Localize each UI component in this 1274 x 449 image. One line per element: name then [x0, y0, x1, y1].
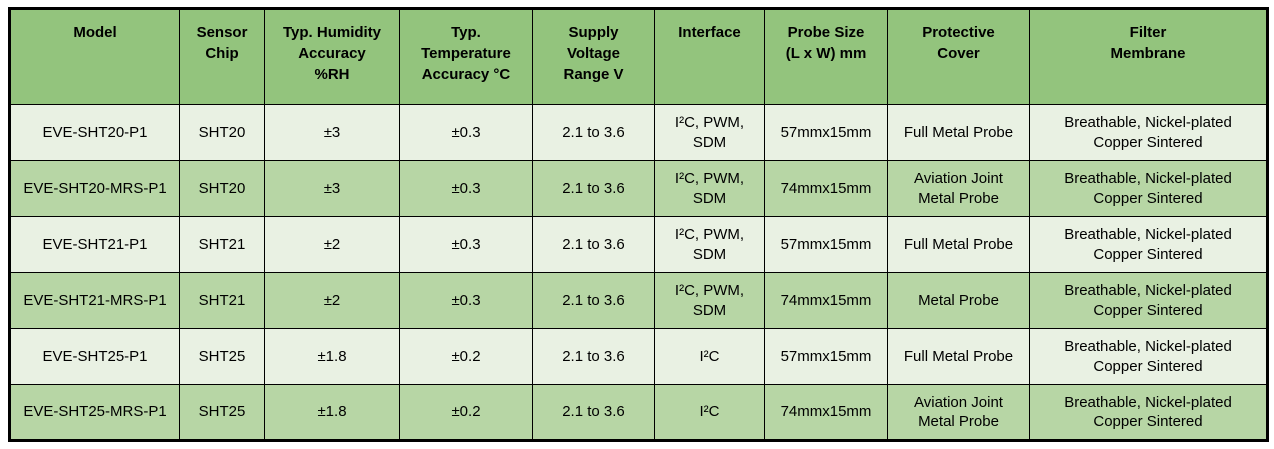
cell-interface: I²C	[654, 384, 765, 441]
cell-supply-voltage: 2.1 to 3.6	[532, 384, 655, 441]
cell-model: EVE-SHT21-P1	[9, 216, 180, 273]
cell-sensor-chip: SHT20	[179, 160, 265, 217]
cell-temperature-accuracy: ±0.3	[399, 272, 533, 329]
cell-model: EVE-SHT25-P1	[9, 328, 180, 385]
cell-filter-membrane: Breathable, Nickel-plated Copper Sintere…	[1029, 272, 1268, 329]
cell-temperature-accuracy: ±0.3	[399, 104, 533, 161]
cell-supply-voltage: 2.1 to 3.6	[532, 272, 655, 329]
table-row: EVE-SHT25-MRS-P1 SHT25 ±1.8 ±0.2 2.1 to …	[9, 384, 1268, 441]
cell-supply-voltage: 2.1 to 3.6	[532, 104, 655, 161]
header-interface: Interface	[654, 8, 765, 105]
cell-temperature-accuracy: ±0.3	[399, 160, 533, 217]
cell-model: EVE-SHT20-MRS-P1	[9, 160, 180, 217]
cell-protective-cover: Aviation Joint Metal Probe	[887, 384, 1030, 441]
header-protective-cover: Protective Cover	[887, 8, 1030, 105]
cell-sensor-chip: SHT25	[179, 384, 265, 441]
sensor-spec-table: Model Sensor Chip Typ. Humidity Accuracy…	[8, 7, 1269, 442]
cell-interface: I²C, PWM, SDM	[654, 104, 765, 161]
header-temperature-accuracy: Typ. Temperature Accuracy °C	[399, 8, 533, 105]
cell-probe-size: 74mmx15mm	[764, 160, 888, 217]
table-row: EVE-SHT21-MRS-P1 SHT21 ±2 ±0.3 2.1 to 3.…	[9, 272, 1268, 329]
header-humidity-accuracy: Typ. Humidity Accuracy %RH	[264, 8, 400, 105]
cell-sensor-chip: SHT21	[179, 216, 265, 273]
header-sensor-chip: Sensor Chip	[179, 8, 265, 105]
cell-protective-cover: Full Metal Probe	[887, 104, 1030, 161]
cell-filter-membrane: Breathable, Nickel-plated Copper Sintere…	[1029, 328, 1268, 385]
header-supply-voltage: Supply Voltage Range V	[532, 8, 655, 105]
cell-temperature-accuracy: ±0.3	[399, 216, 533, 273]
cell-humidity-accuracy: ±2	[264, 216, 400, 273]
cell-sensor-chip: SHT25	[179, 328, 265, 385]
cell-protective-cover: Full Metal Probe	[887, 328, 1030, 385]
cell-humidity-accuracy: ±3	[264, 160, 400, 217]
cell-protective-cover: Full Metal Probe	[887, 216, 1030, 273]
cell-filter-membrane: Breathable, Nickel-plated Copper Sintere…	[1029, 160, 1268, 217]
table-row: EVE-SHT20-P1 SHT20 ±3 ±0.3 2.1 to 3.6 I²…	[9, 104, 1268, 161]
table-row: EVE-SHT20-MRS-P1 SHT20 ±3 ±0.3 2.1 to 3.…	[9, 160, 1268, 217]
cell-interface: I²C	[654, 328, 765, 385]
table-row: EVE-SHT25-P1 SHT25 ±1.8 ±0.2 2.1 to 3.6 …	[9, 328, 1268, 385]
cell-supply-voltage: 2.1 to 3.6	[532, 160, 655, 217]
table-row: EVE-SHT21-P1 SHT21 ±2 ±0.3 2.1 to 3.6 I²…	[9, 216, 1268, 273]
cell-sensor-chip: SHT21	[179, 272, 265, 329]
cell-filter-membrane: Breathable, Nickel-plated Copper Sintere…	[1029, 104, 1268, 161]
cell-model: EVE-SHT25-MRS-P1	[9, 384, 180, 441]
cell-supply-voltage: 2.1 to 3.6	[532, 328, 655, 385]
cell-humidity-accuracy: ±1.8	[264, 384, 400, 441]
cell-humidity-accuracy: ±1.8	[264, 328, 400, 385]
cell-probe-size: 57mmx15mm	[764, 216, 888, 273]
header-filter-membrane: Filter Membrane	[1029, 8, 1268, 105]
cell-interface: I²C, PWM, SDM	[654, 216, 765, 273]
cell-humidity-accuracy: ±2	[264, 272, 400, 329]
cell-model: EVE-SHT21-MRS-P1	[9, 272, 180, 329]
header-model: Model	[9, 8, 180, 105]
cell-probe-size: 57mmx15mm	[764, 328, 888, 385]
cell-model: EVE-SHT20-P1	[9, 104, 180, 161]
cell-supply-voltage: 2.1 to 3.6	[532, 216, 655, 273]
cell-filter-membrane: Breathable, Nickel-plated Copper Sintere…	[1029, 216, 1268, 273]
cell-protective-cover: Aviation Joint Metal Probe	[887, 160, 1030, 217]
cell-temperature-accuracy: ±0.2	[399, 384, 533, 441]
cell-sensor-chip: SHT20	[179, 104, 265, 161]
cell-probe-size: 74mmx15mm	[764, 272, 888, 329]
cell-probe-size: 74mmx15mm	[764, 384, 888, 441]
cell-probe-size: 57mmx15mm	[764, 104, 888, 161]
header-probe-size: Probe Size (L x W) mm	[764, 8, 888, 105]
cell-humidity-accuracy: ±3	[264, 104, 400, 161]
header-row: Model Sensor Chip Typ. Humidity Accuracy…	[9, 8, 1268, 105]
cell-temperature-accuracy: ±0.2	[399, 328, 533, 385]
cell-interface: I²C, PWM, SDM	[654, 272, 765, 329]
cell-interface: I²C, PWM, SDM	[654, 160, 765, 217]
cell-filter-membrane: Breathable, Nickel-plated Copper Sintere…	[1029, 384, 1268, 441]
cell-protective-cover: Metal Probe	[887, 272, 1030, 329]
